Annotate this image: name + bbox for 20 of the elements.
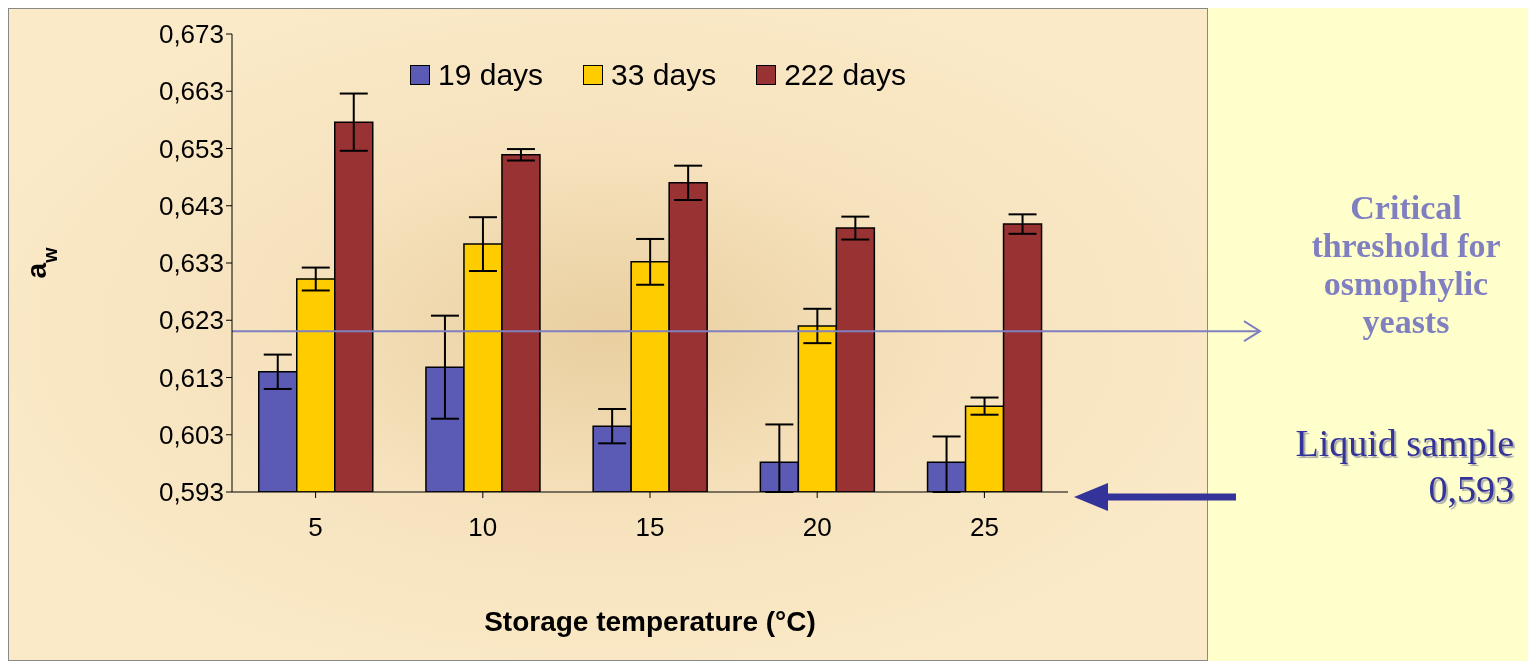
y-tick-label: 0,673 — [158, 19, 224, 50]
y-tick-label: 0,623 — [158, 305, 224, 336]
y-tick-label: 0,613 — [158, 362, 224, 393]
y-tick-label: 0,603 — [158, 419, 224, 450]
y-tick-label: 0,643 — [158, 190, 224, 221]
ref-line-label: Critical threshold for osmophylic yeasts — [1311, 189, 1501, 341]
text: Liquid sample 0,593 — [1294, 421, 1514, 512]
x-tick-label: 15 — [635, 512, 665, 543]
y-tick-label: 0,633 — [158, 248, 224, 279]
legend-label: 19 days — [438, 58, 544, 92]
x-tick-label: 20 — [802, 512, 832, 543]
x-tick-label: 10 — [468, 512, 498, 543]
x-tick-label: 25 — [969, 512, 999, 543]
x-tick-label: 5 — [308, 512, 323, 543]
y-tick-label: 0,593 — [158, 477, 224, 508]
x-axis-title: Storage temperature (°C) — [484, 606, 816, 637]
legend-label: 222 days — [784, 58, 906, 92]
y-tick-label: 0,653 — [158, 133, 224, 164]
legend-label: 33 days — [611, 58, 717, 92]
y-tick-label: 0,663 — [158, 76, 224, 107]
